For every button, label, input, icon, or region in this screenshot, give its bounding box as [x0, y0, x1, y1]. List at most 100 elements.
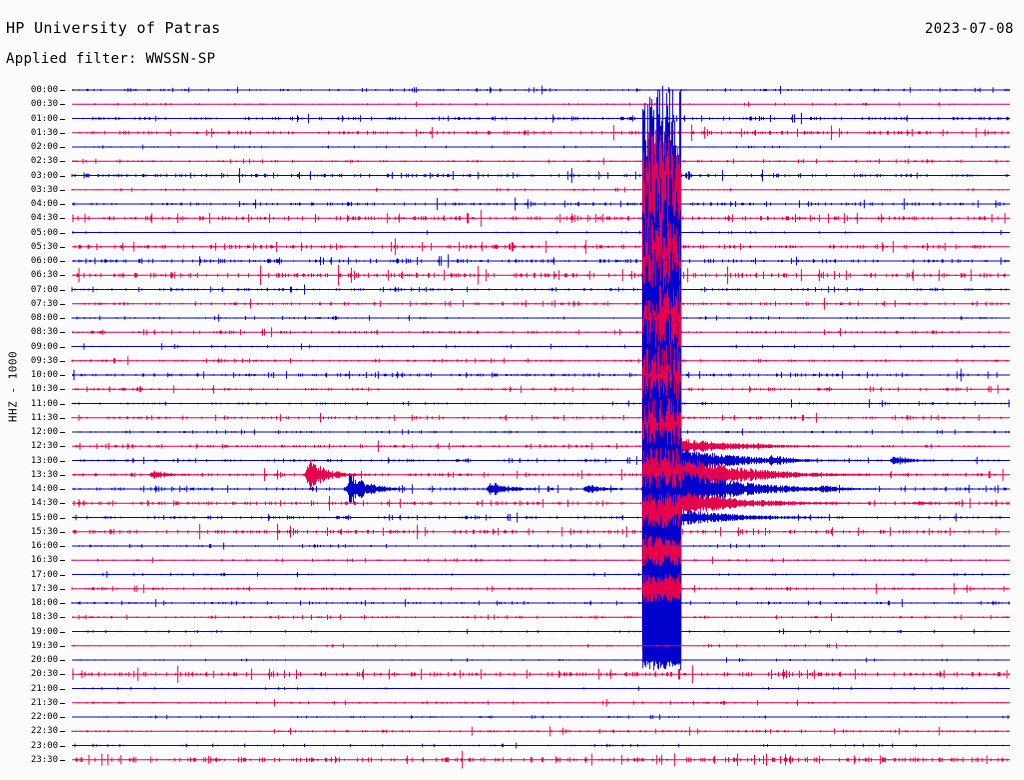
- axis-tick: [60, 702, 65, 704]
- trace-waveform: [71, 726, 1009, 737]
- trace-row: [72, 264, 1010, 286]
- trace-row: [72, 341, 1010, 608]
- trace-waveform: [71, 314, 1004, 322]
- axis-tick: [60, 631, 65, 633]
- trace-row: [72, 297, 1010, 310]
- time-row-label: 16:30: [30, 555, 58, 566]
- axis-tick: [60, 218, 65, 220]
- axis-tick: [60, 403, 65, 405]
- time-row-label: 10:00: [30, 370, 58, 380]
- time-row-label: 13:00: [30, 455, 58, 466]
- trace-row: [72, 327, 1010, 338]
- trace-row: [72, 751, 1010, 769]
- trace-row: [71, 554, 1010, 652]
- time-row-label: 00:30: [30, 99, 58, 110]
- trace-row: [71, 343, 1010, 350]
- axis-tick: [60, 560, 65, 562]
- trace-row: [72, 312, 1010, 609]
- time-row-label: 11:00: [30, 398, 58, 409]
- time-row-label: 15:30: [30, 526, 58, 537]
- trace-row: [71, 174, 1010, 633]
- axis-tick: [60, 446, 65, 448]
- trace-waveform: [72, 665, 1010, 684]
- time-row-label: 06:30: [30, 270, 58, 281]
- time-row-label: 11:30: [30, 412, 58, 423]
- trace-waveform: [72, 686, 997, 691]
- axis-tick: [60, 346, 65, 348]
- time-row-label: 18:30: [30, 612, 58, 623]
- time-row-label: 13:30: [30, 469, 58, 480]
- trace-row: [72, 284, 1010, 608]
- trace-row: [71, 284, 1010, 295]
- time-row-label: 14:30: [30, 498, 58, 509]
- time-row-label: 18:00: [30, 598, 58, 608]
- axis-tick: [60, 546, 65, 547]
- trace-row: [71, 168, 1010, 183]
- axis-tick: [60, 688, 65, 690]
- trace-row: [72, 124, 1010, 141]
- time-row-label: 20:00: [30, 655, 58, 665]
- trace-waveform: [82, 112, 1010, 125]
- trace-row: [72, 742, 1010, 749]
- axis-tick: [60, 161, 65, 163]
- axis-tick: [60, 232, 65, 234]
- time-row-label: 04:00: [30, 199, 58, 209]
- axis-tick: [60, 489, 65, 490]
- trace-row: [72, 101, 1010, 107]
- axis-tick: [60, 318, 65, 319]
- trace-row: [72, 238, 1010, 256]
- axis-tick: [60, 674, 65, 676]
- record-date: 2023-07-08: [924, 21, 1014, 37]
- time-row-label: 01:30: [30, 127, 58, 138]
- seismogram-plot-area: 00:00 00:30 01:00 01:30 02:00 02:30 03:00 03:30…: [0, 76, 1024, 776]
- time-row-label: 04:30: [30, 213, 58, 224]
- axis-tick: [60, 246, 65, 248]
- axis-tick: [60, 303, 65, 305]
- trace-row: [72, 209, 1010, 227]
- trace-row: [71, 187, 1010, 193]
- time-row-label: 17:00: [30, 569, 58, 580]
- time-row-label: 06:00: [30, 256, 58, 266]
- trace-row: [72, 573, 1010, 661]
- trace-waveform: [72, 157, 1009, 165]
- axis-tick: [60, 175, 65, 177]
- time-row-label: 12:00: [30, 427, 58, 437]
- axis-tick: [60, 90, 65, 91]
- time-row-label: 05:00: [30, 227, 58, 238]
- trace-row: [72, 144, 1010, 150]
- axis-tick: [60, 389, 65, 391]
- axis-tick: [60, 432, 65, 433]
- time-row-label: 02:30: [30, 156, 58, 167]
- station-title: HP University of Patras: [6, 19, 221, 37]
- trace-row: [71, 314, 1010, 322]
- trace-row: [72, 85, 1010, 665]
- time-row-label: 05:30: [30, 241, 58, 252]
- trace-waveform: [74, 714, 1009, 720]
- time-row-label: 23:30: [30, 754, 58, 765]
- trace-row: [72, 254, 1010, 268]
- trace-row: [72, 686, 1010, 691]
- axis-tick: [60, 731, 65, 733]
- time-row-label: 08:30: [30, 327, 58, 338]
- trace-row: [72, 447, 1010, 616]
- axis-tick: [60, 645, 65, 647]
- trace-waveform: [71, 643, 1010, 649]
- time-row-label: 07:30: [30, 298, 58, 309]
- axis-tick: [60, 503, 65, 505]
- trace-waveform: [77, 699, 1008, 707]
- trace-row: [72, 130, 1010, 649]
- axis-tick: [60, 460, 65, 462]
- trace-row: [71, 534, 1010, 643]
- axis-tick: [60, 417, 65, 419]
- axis-tick: [60, 375, 65, 376]
- applied-filter-label: Applied filter: WWSSN-SP: [6, 51, 216, 67]
- trace-waveform: [73, 592, 1002, 671]
- trace-waveform: [79, 144, 1006, 150]
- trace-row: [72, 592, 1010, 671]
- time-row-label: 19:30: [30, 640, 58, 651]
- trace-waveform: [75, 751, 1008, 769]
- trace-row: [71, 643, 1010, 649]
- axis-tick: [60, 261, 65, 262]
- axis-tick: [60, 118, 65, 120]
- axis-tick: [60, 275, 65, 277]
